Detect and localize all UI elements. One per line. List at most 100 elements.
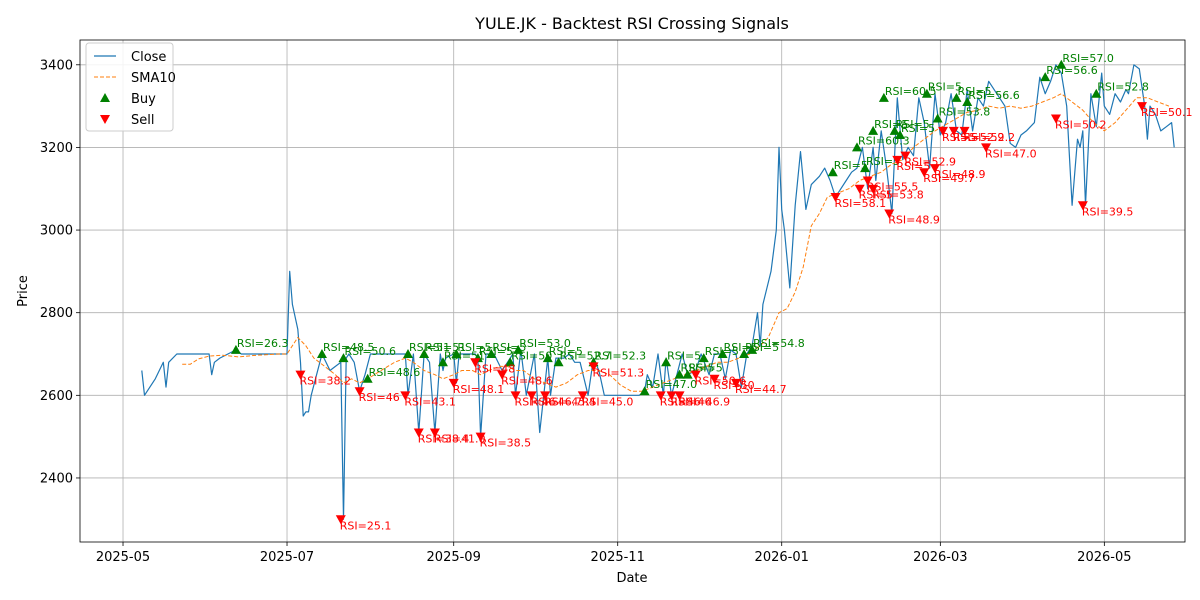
sell-marker xyxy=(731,378,742,388)
sell-marker xyxy=(938,126,949,136)
sell-rsi-label: RSI=5 xyxy=(859,189,893,202)
buy-rsi-label: RSI=60.5 xyxy=(885,85,937,98)
buy-marker xyxy=(889,125,900,135)
legend-sell-swatch xyxy=(100,115,110,124)
x-tick-label: 2025-09 xyxy=(427,550,481,565)
buy-rsi-label: RSI=56.6 xyxy=(968,89,1020,102)
y-axis-title: Price xyxy=(16,275,31,307)
sell-rsi-label: RSI=44.7 xyxy=(735,383,787,396)
close-price-line xyxy=(141,64,1175,520)
buy-marker xyxy=(542,353,553,363)
buy-marker xyxy=(1056,59,1067,69)
sell-rsi-label: RSI=51.3 xyxy=(593,366,645,379)
sell-marker xyxy=(862,176,873,186)
legend-box xyxy=(85,42,174,132)
sell-rsi-label: RSI=46 xyxy=(660,395,701,408)
buy-marker xyxy=(639,386,650,396)
sell-marker xyxy=(295,370,306,380)
y-tick-label: 3200 xyxy=(40,141,73,156)
buy-marker xyxy=(437,357,448,367)
sell-marker xyxy=(1077,201,1088,211)
sell-marker xyxy=(510,391,521,401)
buy-marker xyxy=(403,349,414,359)
buy-rsi-label: RSI=5 xyxy=(866,155,900,168)
sell-marker xyxy=(981,143,992,153)
buy-rsi-label: RSI=5 xyxy=(667,349,701,362)
marker-layer: RSI=26.3 RSI=48.5RSI=50.6RSI=48.6RSI=51RS… xyxy=(230,52,1193,532)
buy-marker xyxy=(698,353,709,363)
sell-rsi-label: RSI=25.1 xyxy=(340,519,392,532)
sell-rsi-label: RSI=47.0 xyxy=(985,147,1037,160)
buy-marker xyxy=(962,96,973,106)
x-tick-label: 2025-11 xyxy=(591,550,645,565)
buy-rsi-label: RSI=5 xyxy=(549,345,583,358)
sell-rsi-label: RSI=46 xyxy=(359,391,400,404)
legend-label-sma: SMA10 xyxy=(131,71,176,86)
sell-marker xyxy=(429,428,440,438)
sell-marker xyxy=(929,164,940,174)
buy-rsi-label: RSI=5 xyxy=(928,81,962,94)
sell-rsi-label: RSI=45.0 xyxy=(582,395,634,408)
buy-marker xyxy=(1040,72,1051,82)
buy-rsi-label: RSI=50.6 xyxy=(344,345,396,358)
buy-marker xyxy=(851,142,862,152)
buy-rsi-label: RSI=52.7 xyxy=(560,349,612,362)
tick-layer: 2025-05 2025-07 2025-09 2025-11 2026-01 2026-… xyxy=(40,58,1132,565)
sell-marker xyxy=(540,391,551,401)
sell-marker xyxy=(892,155,903,165)
buy-rsi-label: RSI=5 xyxy=(874,118,908,131)
y-tick-label: 2600 xyxy=(40,389,73,404)
buy-marker xyxy=(827,167,838,177)
sell-marker xyxy=(884,209,895,219)
sell-marker xyxy=(655,391,666,401)
series-layer xyxy=(141,64,1175,520)
sell-marker xyxy=(666,391,677,401)
sell-marker xyxy=(448,378,459,388)
buy-marker xyxy=(921,88,932,98)
sell-marker xyxy=(959,126,970,136)
buy-marker xyxy=(860,163,871,173)
sell-marker xyxy=(400,391,411,401)
sell-rsi-label: RSI=5 xyxy=(942,131,976,144)
buy-marker xyxy=(951,92,962,102)
sell-rsi-label: RSI=48.9 xyxy=(934,168,986,181)
buy-rsi-label: RSI=53.0 xyxy=(519,337,571,350)
buy-marker xyxy=(674,369,685,379)
buy-rsi-label: RSI=26.3 xyxy=(237,337,289,350)
sell-rsi-label: RSI=38.4 xyxy=(418,433,470,446)
buy-rsi-label: RSI=5 xyxy=(681,362,715,375)
x-tick-label: 2026-01 xyxy=(755,550,809,565)
buy-marker xyxy=(739,349,750,359)
buy-marker xyxy=(553,357,564,367)
sell-marker xyxy=(335,515,346,525)
sell-marker xyxy=(497,370,508,380)
sell-rsi-label: RSI=55.5 xyxy=(867,180,919,193)
buy-marker xyxy=(932,113,943,123)
frame-layer xyxy=(79,39,1186,543)
x-axis-title: Date xyxy=(616,571,647,586)
x-tick-label: 2025-05 xyxy=(96,550,150,565)
sell-rsi-label: RSI=46.9 xyxy=(679,395,731,408)
buy-rsi-label: RSI=5 xyxy=(901,122,935,135)
sell-rsi-label: RSI=46 xyxy=(670,395,711,408)
buy-marker xyxy=(316,349,327,359)
sell-marker xyxy=(526,391,537,401)
buy-rsi-label: RSI=52.8 xyxy=(1097,81,1149,94)
buy-marker xyxy=(451,349,462,359)
buy-rsi-label: RSI=5 xyxy=(479,345,513,358)
buy-marker xyxy=(486,349,497,359)
buy-marker xyxy=(362,373,373,383)
sell-rsi-label: RSI=46.7 xyxy=(531,395,583,408)
legend-label-close: Close xyxy=(131,50,166,65)
y-tick-label: 3400 xyxy=(40,58,73,73)
plot-frame xyxy=(79,39,1186,543)
sell-marker xyxy=(854,184,865,194)
buy-marker xyxy=(513,344,524,354)
sell-rsi-label: RSI=48.1 xyxy=(453,383,505,396)
sell-rsi-label: RSI=39.5 xyxy=(1082,205,1134,218)
sell-rsi-label: RSI=50.6 xyxy=(695,375,747,388)
chart-title: YULE.JK - Backtest RSI Crossing Signals xyxy=(474,14,789,33)
buy-marker xyxy=(747,344,758,354)
sell-marker xyxy=(354,387,365,397)
